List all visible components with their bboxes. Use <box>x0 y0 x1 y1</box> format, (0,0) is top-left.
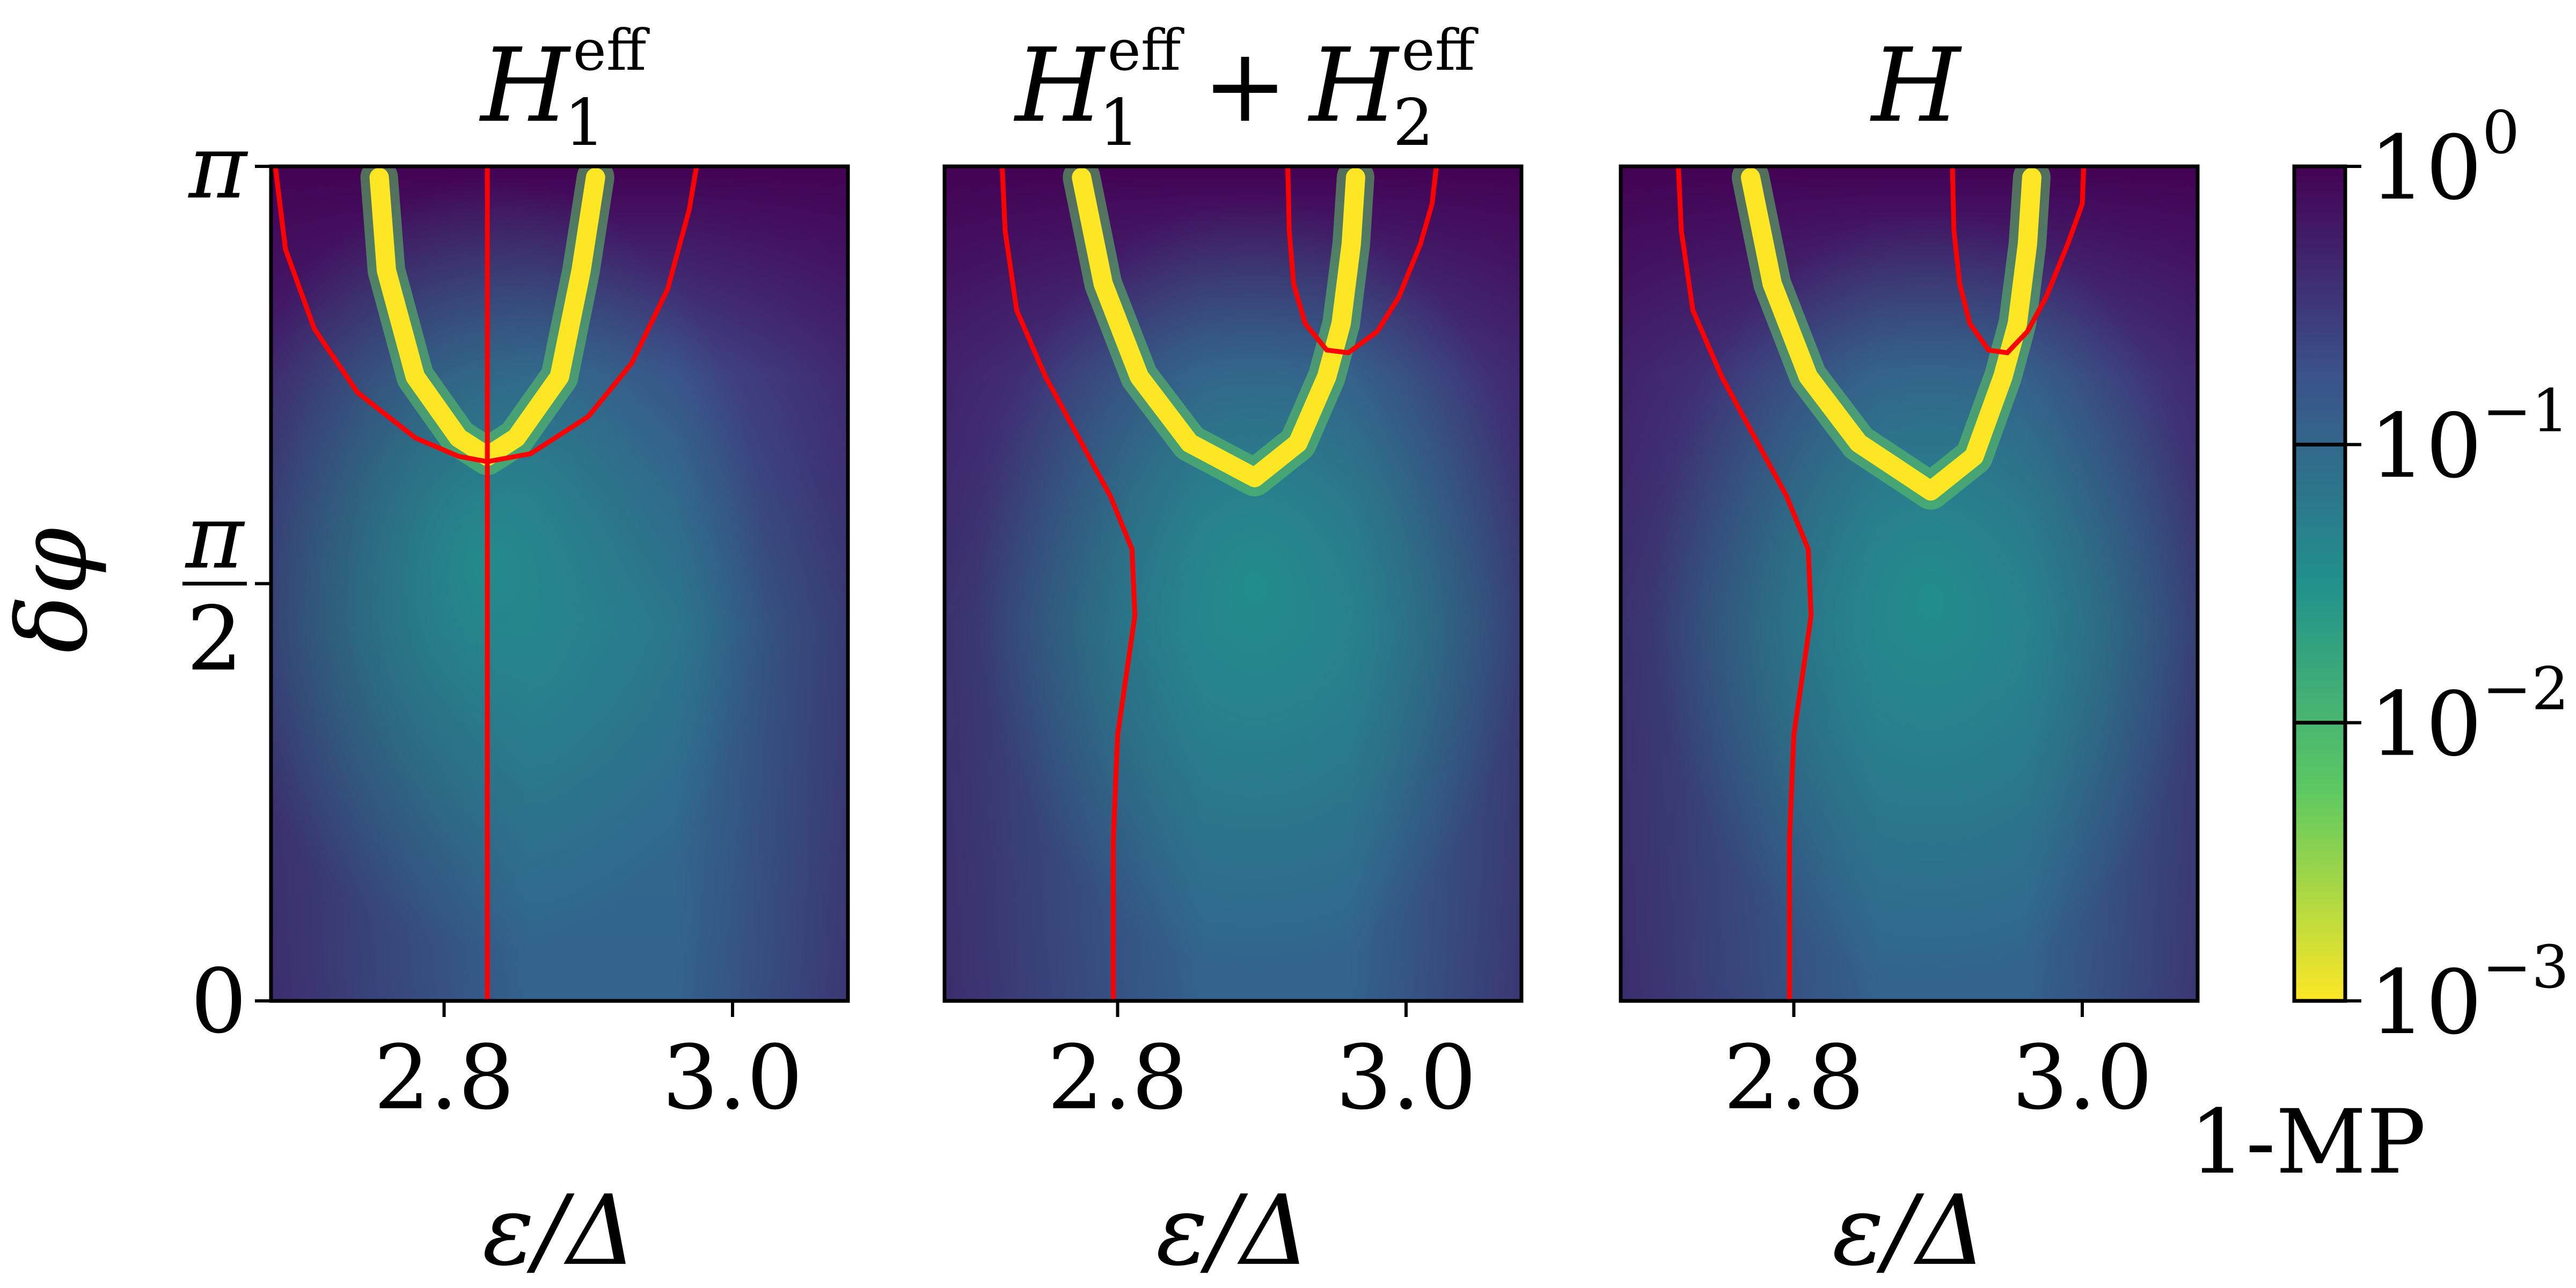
colorbar-tick-label: 100 <box>2369 98 2520 219</box>
valley-core <box>1740 167 2041 501</box>
colorbar-tick-label: 10−2 <box>2369 655 2569 776</box>
title-panel-2: H1eff + H2eff <box>1014 18 1479 160</box>
red-curve-1 <box>1676 166 1814 1001</box>
y-tick-label: 0 <box>191 950 247 1053</box>
title-2-base: H <box>1014 26 1106 145</box>
colorbar-frame <box>2292 164 2347 1003</box>
title-2-sub2: 2 <box>1393 86 1433 160</box>
title-1-sup: eff <box>573 18 650 83</box>
title-2-sub: 1 <box>1099 86 1139 160</box>
x-axis-label: ε/Δ <box>482 1175 636 1287</box>
x-axis-label: ε/Δ <box>1156 1175 1310 1287</box>
title-panel-1: H1eff <box>479 18 650 160</box>
title-2-base2: H <box>1308 26 1400 145</box>
x-tick-label: 2.8 <box>1047 1026 1188 1129</box>
colorbar-label: 1-MP <box>2190 1091 2426 1194</box>
title-1-base: H <box>479 26 572 145</box>
red-curve-2 <box>1950 166 2087 356</box>
x-tick-label: 2.8 <box>1723 1026 1864 1129</box>
valley-glow <box>975 199 1521 971</box>
title-2-sup: eff <box>1108 18 1184 83</box>
y-tick-label: π <box>188 115 248 218</box>
title-2-plus: + <box>1202 26 1287 145</box>
plot-frame <box>942 164 1524 1003</box>
y-tick-label-numerator: π <box>185 485 245 588</box>
red-curve-2 <box>273 166 699 464</box>
plot-frame <box>1619 164 2200 1003</box>
colorbar-gradient <box>2294 166 2345 1001</box>
valley-core <box>1072 167 1365 487</box>
y-tick-label-denominator: 2 <box>187 587 243 690</box>
title-3-base: H <box>1870 26 1962 145</box>
panel-h1eff-plus-h2eff: 2.8 3.0 ε/Δ <box>942 164 1524 1287</box>
y-axis-label: δφ <box>0 528 109 653</box>
red-curve-1 <box>1000 166 1138 1001</box>
x-tick-label: 3.0 <box>662 1026 803 1129</box>
x-tick-label: 3.0 <box>2012 1026 2153 1129</box>
colorbar-tick-label: 10−1 <box>2369 376 2569 497</box>
title-panel-3: H <box>1870 26 1962 145</box>
panel-h: 2.8 3.0 ε/Δ <box>1619 164 2200 1287</box>
title-1-sub: 1 <box>564 86 605 160</box>
x-tick-label: 2.8 <box>374 1026 514 1129</box>
valley-glow <box>1651 211 2198 985</box>
colorbar-tick-label: 10−3 <box>2369 933 2569 1054</box>
x-tick-label: 3.0 <box>1336 1026 1476 1129</box>
colorbar: 100 10−1 10−2 10−3 <box>2292 98 2569 1054</box>
x-axis-label: ε/Δ <box>1832 1175 1986 1287</box>
title-2-sup2: eff <box>1402 18 1479 83</box>
red-curve-2 <box>1285 166 1439 355</box>
